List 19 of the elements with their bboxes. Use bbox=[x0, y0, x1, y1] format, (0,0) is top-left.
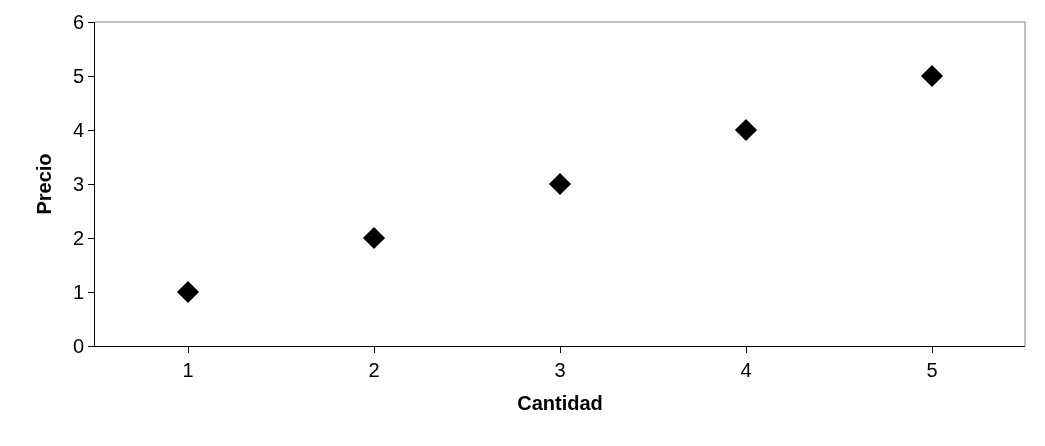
point bbox=[548, 172, 572, 196]
y-axis-title: Precio bbox=[33, 153, 56, 215]
point bbox=[176, 280, 200, 304]
point bbox=[734, 118, 758, 142]
y-tick-label: 0 bbox=[72, 335, 84, 357]
point bbox=[362, 226, 386, 250]
x-tick-label: 2 bbox=[368, 359, 380, 381]
x-axis-title: Cantidad bbox=[517, 391, 603, 414]
y-tick-label: 5 bbox=[72, 65, 84, 87]
y-tick-label: 2 bbox=[72, 227, 84, 249]
point bbox=[920, 64, 944, 88]
x-tick-label: 4 bbox=[740, 359, 752, 381]
y-tick-label: 1 bbox=[72, 281, 84, 303]
x-tick-label: 5 bbox=[926, 359, 938, 381]
y-tick-label: 6 bbox=[72, 11, 84, 33]
x-tick-label: 3 bbox=[554, 359, 566, 381]
y-tick-label: 3 bbox=[72, 173, 84, 195]
x-tick-label: 1 bbox=[182, 359, 194, 381]
y-tick-label: 4 bbox=[72, 119, 84, 141]
